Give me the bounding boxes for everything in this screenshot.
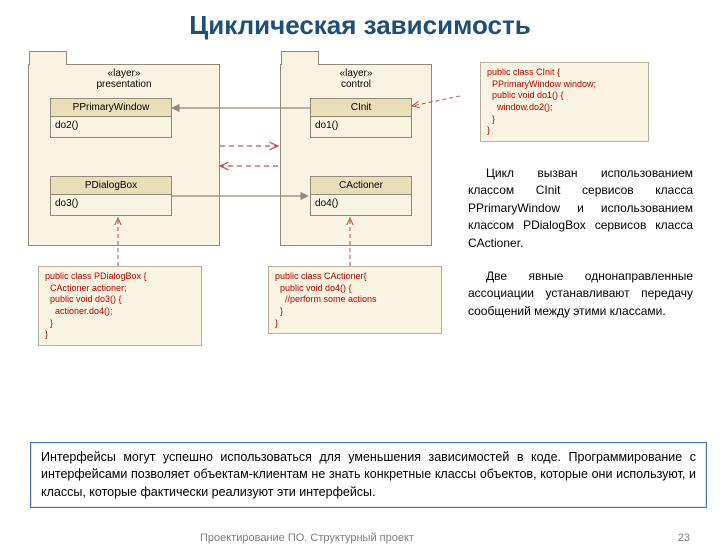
class-pprimarywindow: PPrimaryWindow do2() — [50, 98, 172, 138]
code-pdialog: public class PDialogBox { CActioner acti… — [38, 266, 202, 346]
package-control: «layer» control — [280, 64, 432, 246]
footer-text: Проектирование ПО. Структурный проект — [200, 532, 414, 544]
page-title: Циклическая зависимость — [0, 0, 720, 41]
class-pdialogbox: PDialogBox do3() — [50, 176, 172, 216]
class-op: do4() — [311, 195, 411, 215]
class-op: do3() — [51, 195, 171, 215]
code-cinit: public class CInit { PPrimaryWindow wind… — [480, 62, 649, 142]
paragraph-2: Две явные однонаправленные ассоциации ус… — [468, 268, 693, 320]
stereotype: «layer» — [108, 68, 141, 79]
class-op: do1() — [311, 117, 411, 137]
class-op: do2() — [51, 117, 171, 137]
uml-diagram: «layer» presentation «layer» control PPr… — [20, 46, 460, 356]
package-name: control — [341, 79, 371, 90]
class-cactioner: CActioner do4() — [310, 176, 412, 216]
paragraph-1: Цикл вызван использованием классом CInit… — [468, 165, 693, 252]
code-cactioner: public class CActioner{ public void do4(… — [268, 266, 442, 334]
footer-callout: Интерфейсы могут успешно использоваться … — [30, 442, 707, 509]
page-number: 23 — [678, 532, 690, 544]
class-name: CInit — [311, 99, 411, 117]
package-name: presentation — [96, 79, 151, 90]
class-name: PDialogBox — [51, 177, 171, 195]
class-cinit: CInit do1() — [310, 98, 412, 138]
class-name: PPrimaryWindow — [51, 99, 171, 117]
package-presentation: «layer» presentation — [28, 64, 220, 246]
stereotype: «layer» — [340, 68, 373, 79]
class-name: CActioner — [311, 177, 411, 195]
